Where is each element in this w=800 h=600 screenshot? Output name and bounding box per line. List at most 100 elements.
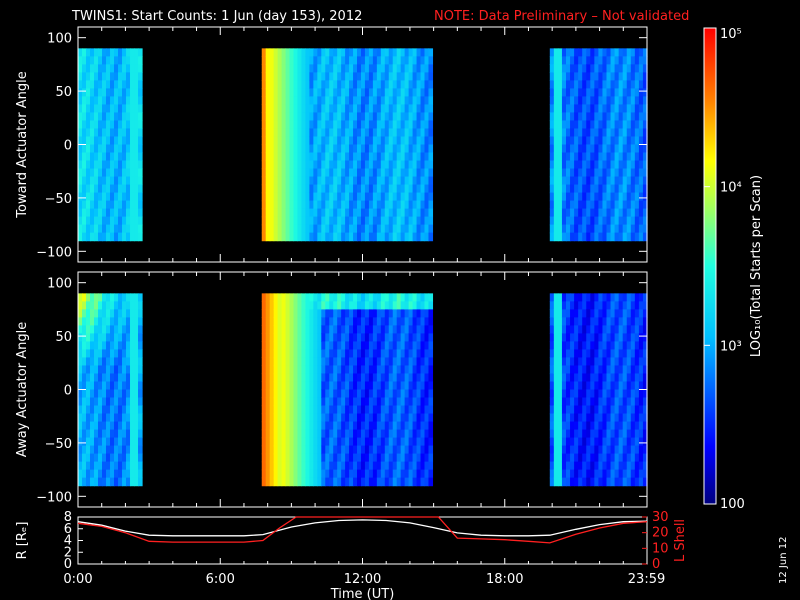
heatmap-cell <box>261 317 267 327</box>
heatmap-cell <box>404 216 410 226</box>
heatmap-cell <box>582 309 587 318</box>
heatmap-cell <box>424 325 430 335</box>
heatmap-cell <box>424 184 430 194</box>
heatmap-cell <box>329 357 334 367</box>
heatmap-cell <box>94 136 99 146</box>
heatmap-cell <box>293 341 299 351</box>
heatmap-cell <box>293 160 299 170</box>
heatmap-cell <box>614 365 620 375</box>
heatmap-cell <box>114 96 119 106</box>
heatmap-cell <box>614 224 620 234</box>
heatmap-cell <box>598 96 604 106</box>
heatmap-cell <box>297 120 303 130</box>
heatmap-cell <box>626 144 632 154</box>
heatmap-cell <box>380 56 386 65</box>
heatmap-cell <box>269 301 275 310</box>
heatmap-cell <box>416 96 422 106</box>
heatmap-cell <box>384 168 390 178</box>
heatmap-cell <box>305 453 310 463</box>
heatmap-cell <box>549 216 555 226</box>
heatmap-cell <box>578 453 583 463</box>
heatmap-cell <box>337 72 342 82</box>
heatmap-cell <box>400 413 406 423</box>
heatmap-cell <box>345 317 350 327</box>
heatmap-cell <box>368 357 374 367</box>
heatmap-cell <box>420 176 426 186</box>
heatmap-cell <box>281 325 287 335</box>
heatmap-cell <box>420 96 426 106</box>
heatmap-cell <box>301 325 307 335</box>
heatmap-cell <box>590 208 595 218</box>
heatmap-cell <box>110 136 115 146</box>
heatmap-cell <box>392 184 398 194</box>
heatmap-cell <box>82 128 87 138</box>
heatmap-cell <box>428 200 434 210</box>
heatmap-cell <box>634 176 640 186</box>
heatmap-cell <box>561 216 567 226</box>
heatmap-cell <box>598 152 604 162</box>
heatmap-cell <box>329 341 334 351</box>
heatmap-cell <box>549 333 555 343</box>
heatmap-cell <box>368 349 374 359</box>
heatmap-cell <box>618 64 624 73</box>
heatmap-cell <box>297 333 303 343</box>
heatmap-cell <box>622 389 628 399</box>
heatmap-cell <box>598 461 604 471</box>
heatmap-cell <box>380 477 386 487</box>
heatmap-cell <box>261 405 267 415</box>
heatmap-cell <box>94 208 99 218</box>
heatmap-cell <box>134 48 139 57</box>
heatmap-cell <box>301 80 307 90</box>
heatmap-cell <box>412 112 418 122</box>
heatmap-cell <box>400 309 406 318</box>
heatmap-cell <box>416 325 422 335</box>
heatmap-cell <box>380 333 386 343</box>
heatmap-cell <box>376 453 382 463</box>
heatmap-cell <box>341 357 346 367</box>
heatmap-cell <box>642 429 648 439</box>
heatmap-cell <box>261 365 267 375</box>
heatmap-cell <box>416 184 422 194</box>
heatmap-cell <box>557 445 563 455</box>
heatmap-cell <box>309 232 314 242</box>
heatmap-cell <box>78 453 83 463</box>
heatmap-cell <box>90 64 95 73</box>
heatmap-cell <box>285 325 291 335</box>
heatmap-cell <box>602 208 608 218</box>
heatmap-cell <box>110 216 115 226</box>
heatmap-cell <box>360 389 366 399</box>
heatmap-cell <box>265 293 271 302</box>
heatmap-cell <box>337 56 342 65</box>
heatmap-cell <box>416 80 422 90</box>
heatmap-cell <box>376 88 382 98</box>
heatmap-cell <box>606 160 612 170</box>
heatmap-cell <box>301 64 307 73</box>
heatmap-cell <box>313 349 318 359</box>
heatmap-cell <box>86 96 91 106</box>
heatmap-cell <box>337 136 342 146</box>
heatmap-cell <box>138 224 143 234</box>
heatmap-cell <box>578 56 583 65</box>
heatmap-cell <box>553 357 559 367</box>
heatmap-cell <box>261 381 267 391</box>
heatmap-cell <box>269 216 275 226</box>
heatmap-cell <box>134 144 139 154</box>
heatmap-cell <box>626 389 632 399</box>
heatmap-cell <box>118 160 123 170</box>
heatmap-cell <box>634 144 640 154</box>
heatmap-cell <box>90 477 95 487</box>
heatmap-cell <box>114 421 119 431</box>
y-tick-label: 100 <box>47 277 72 292</box>
heatmap-cell <box>118 64 123 73</box>
heatmap-cell <box>349 349 354 359</box>
heatmap-cell <box>265 309 271 318</box>
heatmap-cell <box>329 325 334 335</box>
heatmap-cell <box>392 429 398 439</box>
heatmap-cell <box>574 325 579 335</box>
heatmap-cell <box>412 365 418 375</box>
heatmap-cell <box>321 381 326 391</box>
heatmap-cell <box>376 301 382 310</box>
heatmap-cell <box>372 160 378 170</box>
heatmap-cell <box>94 365 99 375</box>
heatmap-cell <box>94 429 99 439</box>
